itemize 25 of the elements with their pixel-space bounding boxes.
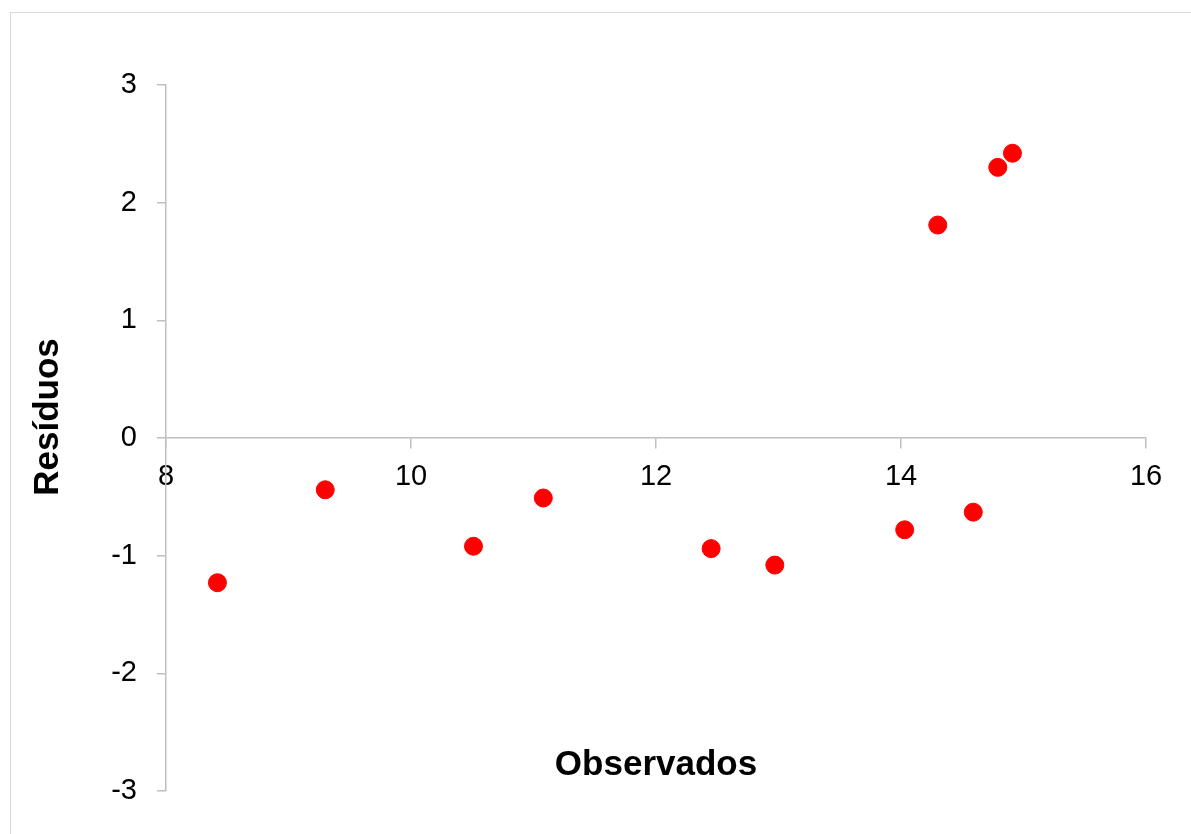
point <box>463 536 483 556</box>
point <box>765 555 785 575</box>
y-tick-label: 3 <box>120 67 137 99</box>
point <box>988 157 1008 177</box>
point <box>1002 143 1022 163</box>
x-axis-title: Observados <box>554 742 758 782</box>
x-tick-label: 14 <box>884 459 918 492</box>
y-tick-label: 0 <box>120 420 137 452</box>
y-axis-title: Resíduos <box>25 338 65 496</box>
x-tick-label: 12 <box>639 459 673 492</box>
point <box>533 488 553 508</box>
y-tick-label: -1 <box>111 537 137 570</box>
point <box>928 215 948 235</box>
point <box>207 573 227 593</box>
x-tick-label: 8 <box>157 459 175 492</box>
x-tick-label: 16 <box>1129 459 1163 492</box>
point <box>895 520 915 540</box>
y-tick-label: -3 <box>111 773 137 805</box>
y-tick-label: -2 <box>111 655 137 688</box>
y-tick-label: 2 <box>120 184 137 217</box>
x-tick-label: 10 <box>394 459 428 492</box>
point <box>963 502 983 522</box>
point <box>701 539 721 559</box>
point <box>315 480 335 500</box>
y-tick-label: 1 <box>120 302 137 335</box>
